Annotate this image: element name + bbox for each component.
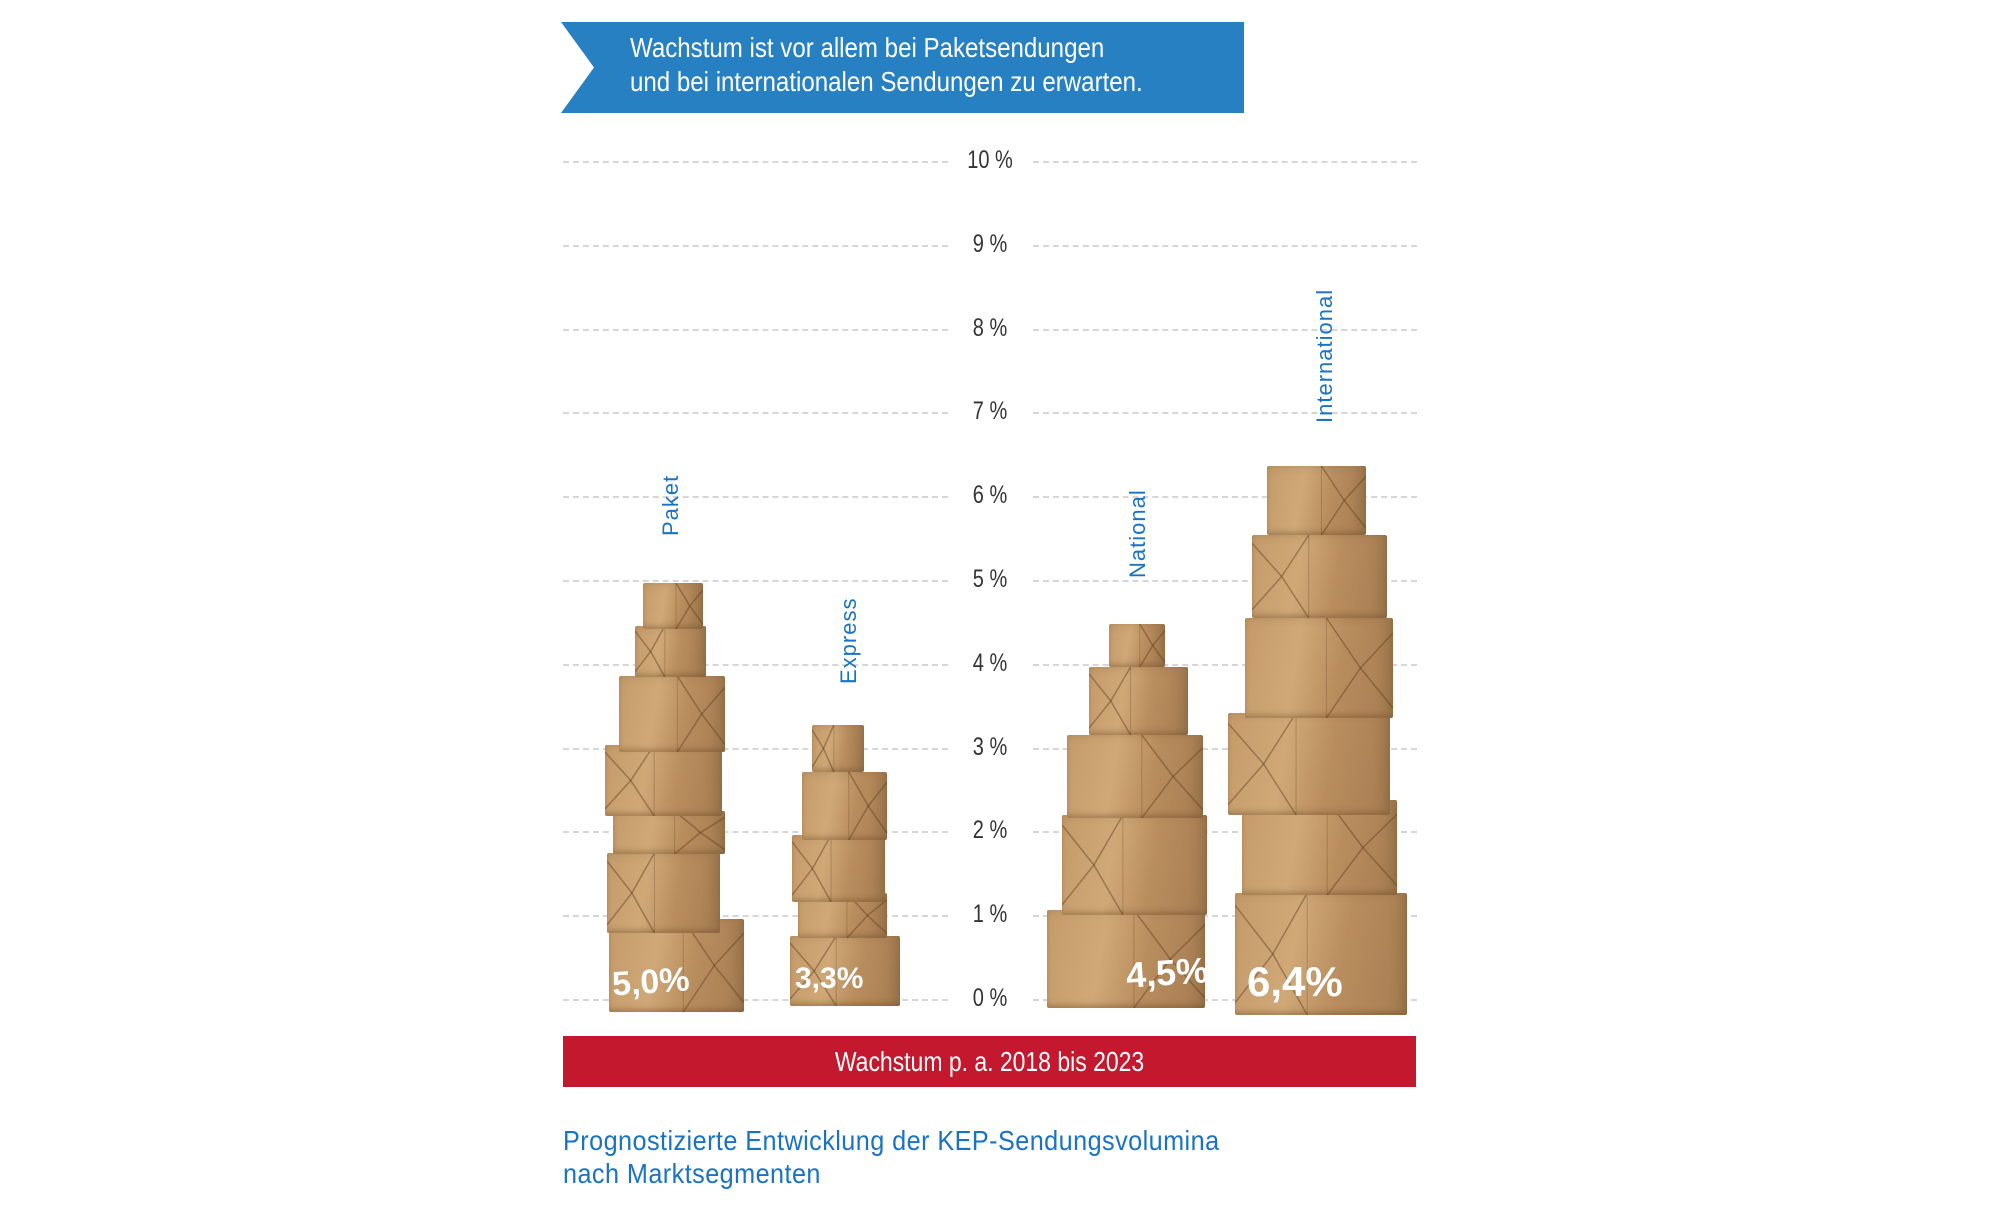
gridline: [563, 999, 948, 1001]
category-label-national: National: [1125, 489, 1150, 578]
category-label-international: International: [1312, 288, 1337, 423]
gridline: [563, 329, 948, 331]
parcel-box-express: [802, 772, 887, 840]
parcel-box-international: [1252, 535, 1387, 618]
parcel-box-paket: [609, 919, 744, 1012]
parcel-box-national: [1047, 910, 1205, 1008]
category-label-paket: Paket: [658, 474, 683, 536]
y-tick-label: 10 %: [967, 146, 1013, 174]
parcel-box-national: [1089, 667, 1188, 735]
chart-caption: Prognostizierte Entwicklung der KEP-Send…: [563, 1124, 1220, 1190]
caption-line-1: Prognostizierte Entwicklung der KEP-Send…: [563, 1125, 1220, 1156]
gridline: [563, 412, 948, 414]
y-tick-label: 1 %: [972, 900, 1008, 928]
gridline: [563, 496, 948, 498]
parcel-box-national: [1109, 624, 1165, 667]
headline-line-2: und bei internationalen Sendungen zu erw…: [630, 66, 1143, 97]
y-tick-label: 9 %: [972, 230, 1008, 258]
y-tick-label: 5 %: [972, 565, 1008, 593]
parcel-box-international: [1235, 893, 1407, 1015]
y-tick-label: 4 %: [972, 649, 1008, 677]
gridline: [1033, 329, 1417, 331]
parcel-box-paket: [605, 745, 722, 816]
gridline: [1033, 664, 1417, 666]
headline-text: Wachstum ist vor allem bei Paketsendunge…: [630, 31, 1143, 99]
parcel-box-international: [1245, 618, 1393, 718]
gridline: [1033, 161, 1417, 163]
gridline: [1033, 748, 1417, 750]
parcel-box-paket: [613, 811, 725, 854]
caption-line-2: nach Marktsegmenten: [563, 1158, 821, 1189]
gridline: [1033, 496, 1417, 498]
gridline: [563, 161, 948, 163]
gridline: [563, 748, 948, 750]
gridline: [1033, 915, 1417, 917]
parcel-box-paket: [619, 676, 725, 752]
parcel-box-international: [1267, 466, 1366, 535]
gridline: [1033, 245, 1417, 247]
gridline: [563, 245, 948, 247]
value-label-express: 3,3%: [795, 962, 864, 995]
y-tick-label: 2 %: [972, 816, 1008, 844]
y-tick-label: 8 %: [972, 314, 1008, 342]
x-axis-label: Wachstum p. a. 2018 bis 2023: [834, 1046, 1145, 1077]
gridline: [1033, 831, 1417, 833]
parcel-box-paket: [635, 626, 706, 677]
parcel-box-national: [1062, 815, 1207, 915]
parcel-box-international: [1242, 800, 1397, 895]
category-label-express: Express: [836, 597, 861, 684]
value-label-national: 4,5%: [1124, 949, 1210, 996]
gridline: [1033, 580, 1417, 582]
parcel-box-express: [790, 936, 900, 1006]
gridline: [563, 664, 948, 666]
y-tick-label: 7 %: [972, 397, 1008, 425]
gridline: [563, 580, 948, 582]
parcel-box-express: [792, 835, 885, 902]
gridline: [563, 831, 948, 833]
headline-line-1: Wachstum ist vor allem bei Paketsendunge…: [630, 32, 1105, 63]
value-label-paket: 5,0%: [610, 960, 691, 1004]
gridline: [1033, 412, 1417, 414]
parcel-box-paket: [643, 583, 703, 629]
y-tick-label: 3 %: [972, 733, 1008, 761]
y-tick-label: 0 %: [972, 984, 1008, 1012]
gridline: [563, 915, 948, 917]
parcel-box-national: [1067, 735, 1203, 818]
y-tick-label: 6 %: [972, 481, 1008, 509]
value-label-international: 6,4%: [1247, 958, 1343, 1005]
x-axis-label-bar: Wachstum p. a. 2018 bis 2023: [563, 1036, 1416, 1087]
gridline: [1033, 999, 1417, 1001]
headline-banner: [561, 22, 1244, 113]
parcel-box-express: [812, 725, 864, 772]
parcel-box-international: [1228, 713, 1390, 815]
parcel-box-paket: [607, 853, 720, 933]
